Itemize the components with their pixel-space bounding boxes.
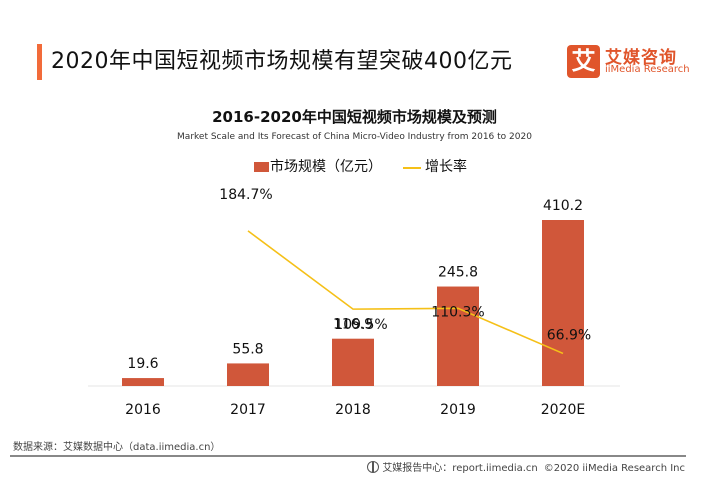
title-accent-bar	[37, 44, 42, 80]
bar-label-2016: 19.6	[127, 356, 158, 372]
x-tick-2016: 2016	[125, 402, 161, 418]
report-center: 艾媒报告中心：report.iimedia.cn	[382, 463, 538, 474]
legend-line-label: 增长率	[425, 159, 467, 175]
logo-name-cn: 艾媒咨询	[605, 48, 677, 68]
x-tick-2017: 2017	[230, 402, 266, 418]
logo-mark-icon: 艾	[567, 45, 600, 78]
bar-label-2019: 245.8	[438, 265, 478, 281]
x-tick-2018: 2018	[335, 402, 371, 418]
footer: 艾媒报告中心：report.iimedia.cn ©2020 iiMedia Re…	[367, 459, 685, 474]
bar-label-2017: 55.8	[232, 341, 263, 357]
data-source: 数据来源：艾媒数据中心（data.iimedia.cn）	[13, 442, 221, 453]
bar-2017	[227, 363, 269, 386]
chart-subtitle: Market Scale and Its Forecast of China M…	[177, 132, 532, 142]
bar-2020E	[542, 220, 584, 386]
copyright: ©2020 iiMedia Research Inc	[543, 463, 685, 474]
legend-bar-swatch	[254, 162, 269, 172]
growth-label-2018: 109.5%	[334, 317, 387, 333]
logo-name-en: iiMedia Research	[605, 64, 690, 75]
bar-label-2018: 116.9	[333, 317, 373, 333]
iimedia-logo: 艾 艾媒咨询 iiMedia Research	[567, 45, 709, 85]
bar-label-2020E: 410.2	[543, 198, 583, 214]
chart-title: 2016-2020年中国短视频市场规模及预测	[212, 108, 497, 126]
globe-icon	[367, 461, 380, 473]
x-tick-2019: 2019	[440, 402, 476, 418]
legend-line-swatch	[403, 167, 421, 169]
bar-2016	[122, 378, 164, 386]
growth-rate-line	[247, 230, 564, 355]
bar-2018	[332, 338, 374, 386]
growth-label-2020E: 66.9%	[547, 327, 591, 343]
bar-2019	[437, 286, 479, 386]
growth-label-2017: 184.7%	[219, 187, 272, 203]
page-title: 2020年中国短视频市场规模有望突破400亿元	[51, 49, 513, 74]
chart-legend: 市场规模（亿元） 增长率	[0, 155, 709, 177]
footer-divider	[10, 455, 686, 457]
x-tick-2020E: 2020E	[541, 402, 585, 418]
growth-label-2019: 110.3%	[431, 304, 484, 320]
legend-bar-label: 市场规模（亿元）	[270, 159, 382, 175]
